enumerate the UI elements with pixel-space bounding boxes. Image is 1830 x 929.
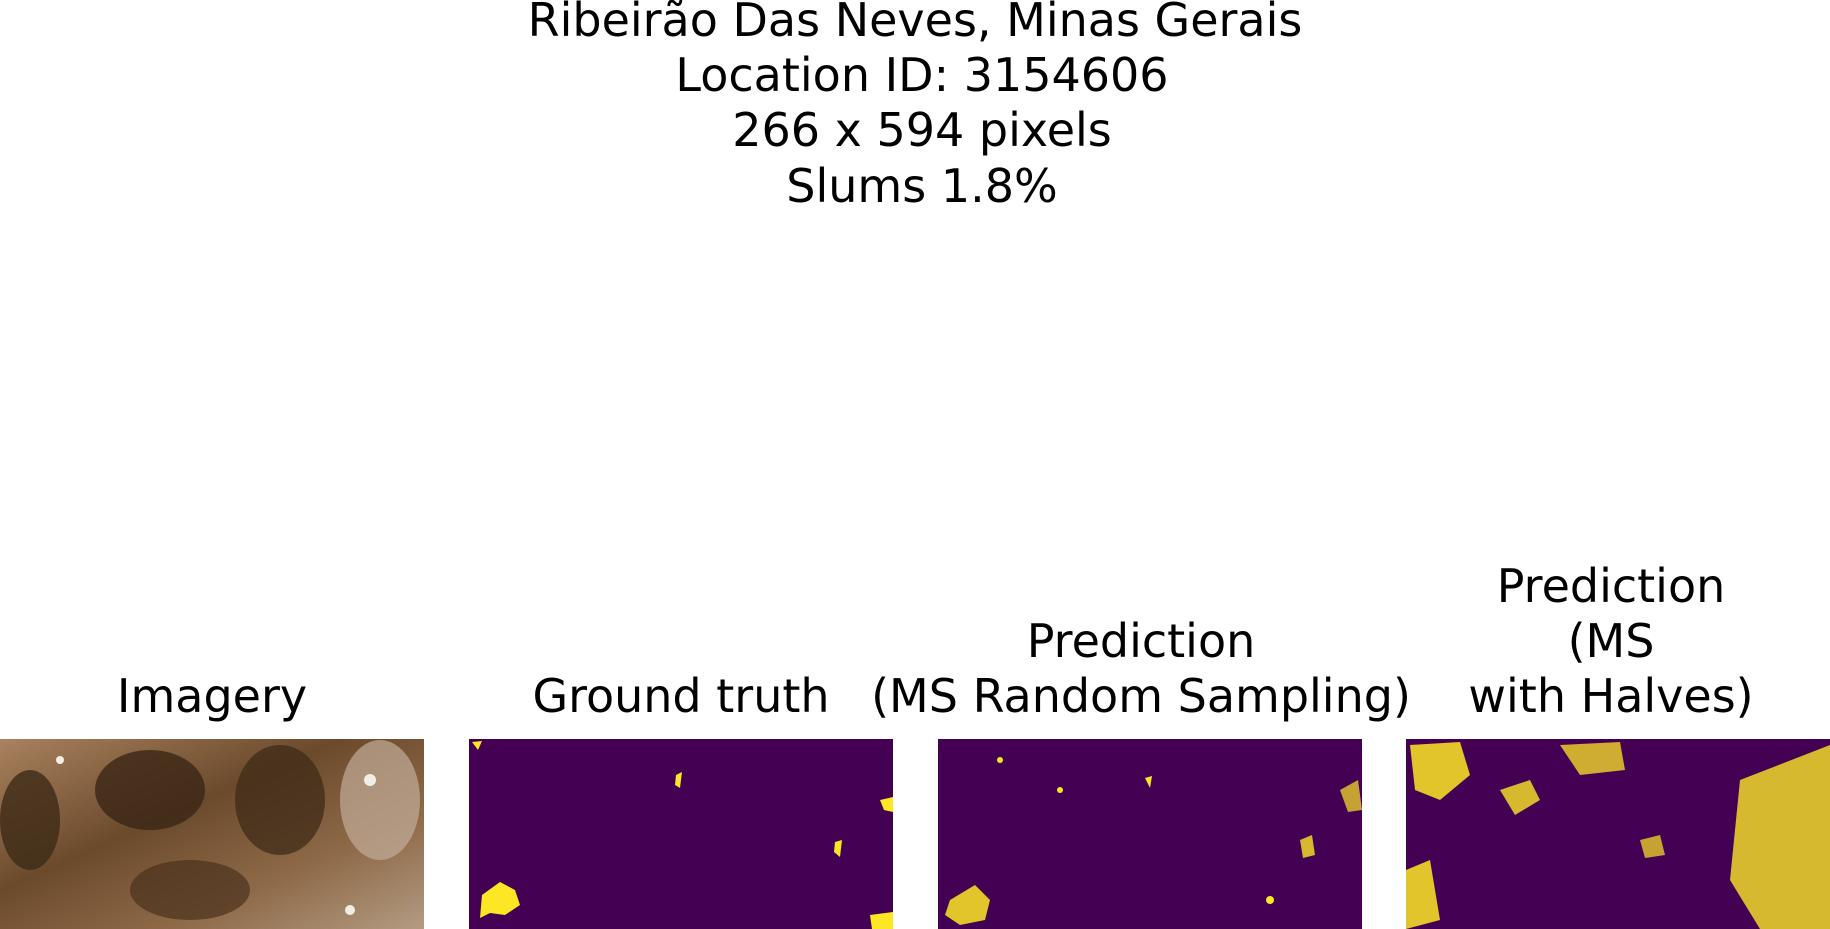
title-line: Slums 1.8% [786,159,1057,213]
panel-title: Imagery [117,669,307,723]
prediction-random-panel [938,739,1362,929]
title-line: Ribeirão Das Neves, Minas Gerais [528,0,1303,47]
panel-title: Prediction [1497,559,1726,613]
prediction-halves-panel [1406,739,1830,929]
panel-title: Ground truth [532,669,829,723]
title-line: Location ID: 3154606 [675,48,1168,102]
ground-truth-panel [469,739,893,929]
imagery-panel [0,739,424,929]
panel-title: Prediction [1027,614,1256,668]
panel-title: (MS Random Sampling) [871,669,1411,723]
suptitle: Ribeirão Das Neves, Minas Gerais Locatio… [528,0,1303,213]
title-line: 266 x 594 pixels [732,103,1112,157]
panel-title: (MS [1568,614,1655,668]
panel-title: with Halves) [1468,669,1753,723]
